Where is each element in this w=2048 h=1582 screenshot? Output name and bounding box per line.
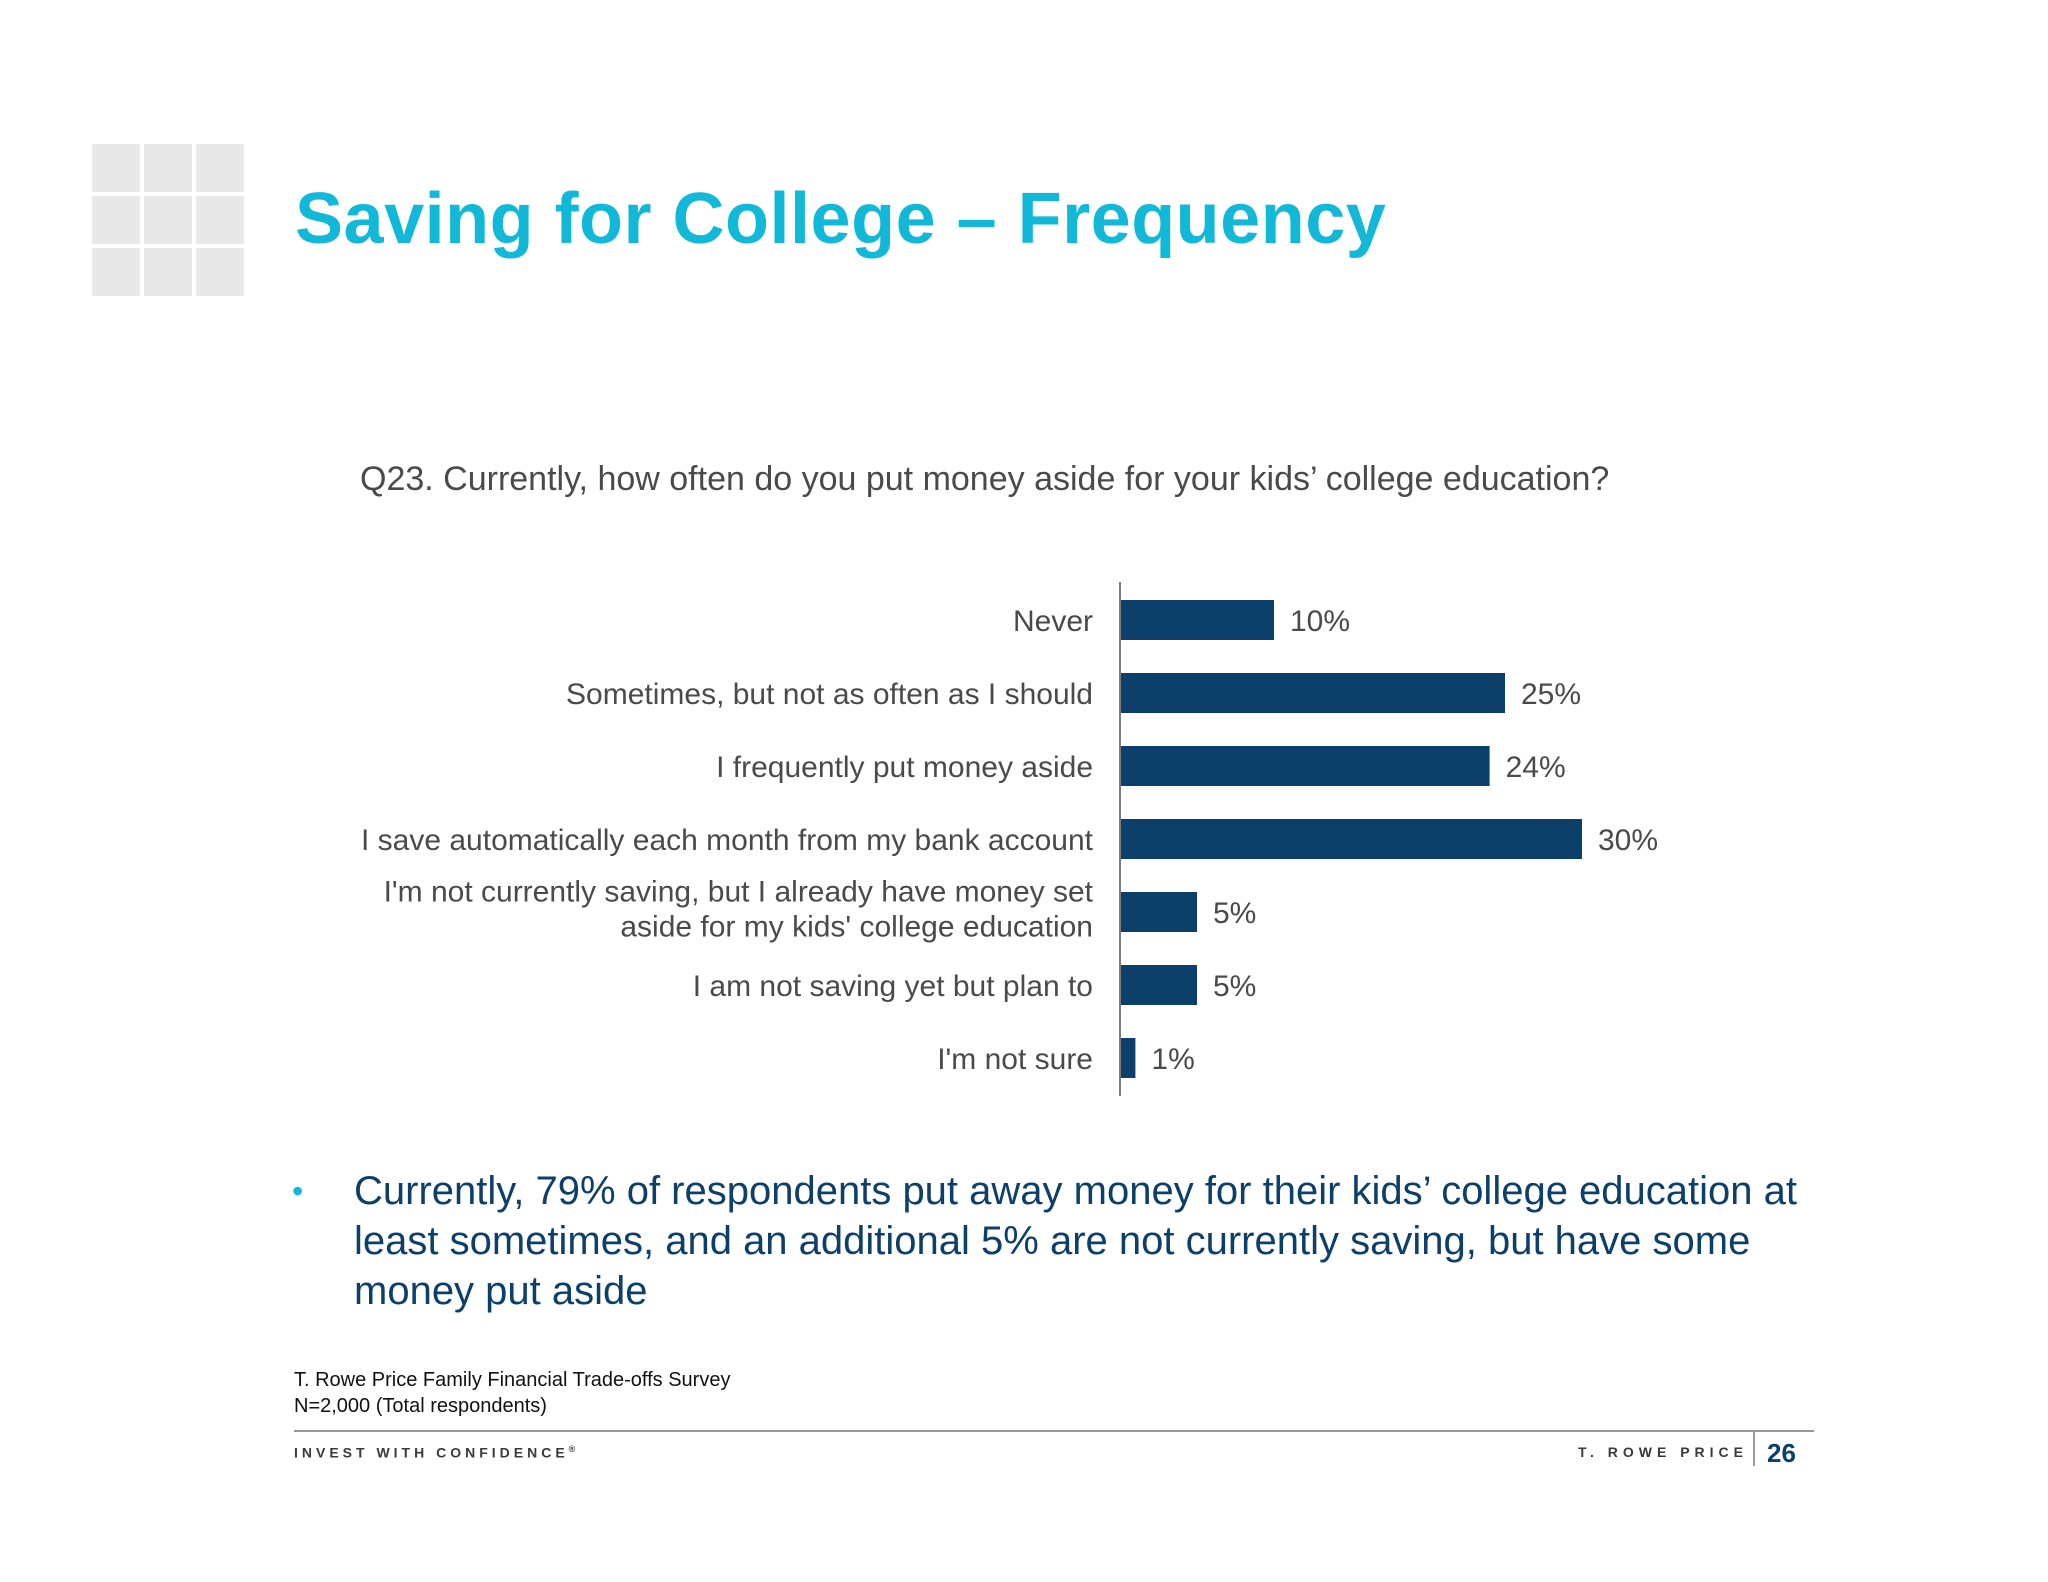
data-label: 30% [1598, 824, 1658, 857]
source-note: T. Rowe Price Family Financial Trade-off… [294, 1367, 730, 1419]
logo-grid-icon [92, 144, 244, 296]
data-label: 5% [1213, 897, 1256, 930]
source-sample: N=2,000 (Total respondents) [294, 1395, 547, 1417]
data-label: 1% [1151, 1043, 1194, 1076]
page-title: Saving for College – Frequency [295, 179, 1387, 259]
page-number: 26 [1767, 1438, 1796, 1468]
footer-brand: T. ROWE PRICE [1578, 1444, 1749, 1460]
category-label: I'm not sure [937, 1043, 1093, 1076]
bar [1120, 1038, 1136, 1078]
tagline-text: INVEST WITH CONFIDENCE [294, 1444, 569, 1461]
data-label: 10% [1290, 605, 1350, 638]
survey-question: Q23. Currently, how often do you put mon… [360, 460, 1610, 498]
category-label: I am not saving yet but plan to [693, 970, 1093, 1003]
key-finding-text: Currently, 79% of respondents put away m… [354, 1169, 1798, 1313]
bullet-icon: • [292, 1173, 304, 1209]
registered-mark: ® [568, 1444, 576, 1454]
category-label: Sometimes, but not as often as I should [566, 678, 1093, 711]
source-survey: T. Rowe Price Family Financial Trade-off… [294, 1369, 731, 1391]
footer-separator [1753, 1432, 1755, 1466]
category-label: I'm not currently saving, but I already … [384, 876, 1094, 909]
category-label: I frequently put money aside [716, 751, 1093, 784]
footer-tagline: INVEST WITH CONFIDENCE® [294, 1444, 575, 1461]
category-label: aside for my kids' college education [620, 911, 1093, 944]
footer-divider [294, 1430, 1814, 1432]
data-label: 25% [1521, 678, 1581, 711]
bar [1120, 600, 1274, 640]
bar [1120, 819, 1582, 859]
bar [1120, 673, 1505, 713]
bar [1120, 892, 1197, 932]
key-finding: • Currently, 79% of respondents put away… [292, 1166, 1822, 1316]
category-label: Never [1013, 605, 1093, 638]
data-label: 5% [1213, 970, 1256, 1003]
category-label: I save automatically each month from my … [361, 824, 1094, 857]
data-label: 24% [1506, 751, 1566, 784]
bar [1120, 746, 1490, 786]
bar [1120, 965, 1197, 1005]
